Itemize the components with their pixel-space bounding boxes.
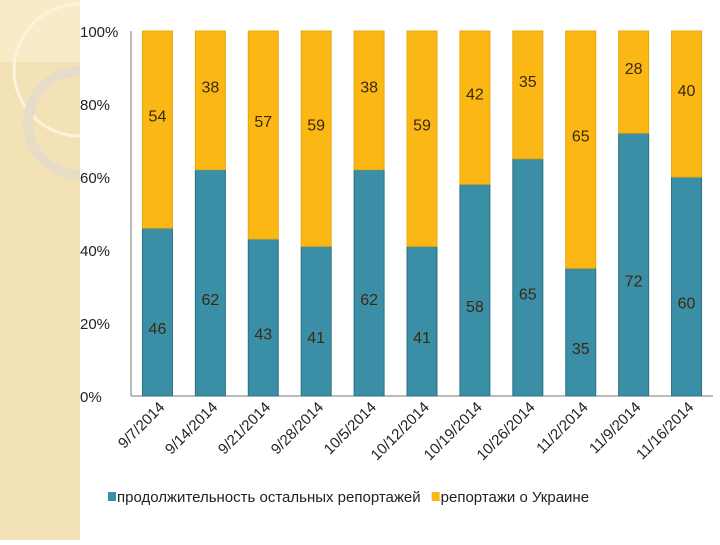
x-tick-label: 9/28/2014: [268, 399, 327, 458]
bar-segment-other: [406, 245, 438, 397]
data-label: 59: [413, 118, 431, 135]
data-label: 46: [149, 321, 167, 338]
bar-segment-ukraine: [194, 30, 226, 171]
legend-label: продолжительность остальных репортажей: [117, 489, 421, 506]
bar-segment-ukraine: [406, 30, 438, 247]
bar-segment-ukraine: [141, 30, 173, 229]
data-label: 72: [625, 274, 643, 291]
decorative-side-panel: [0, 0, 148, 540]
data-label: 38: [360, 79, 378, 96]
data-label: 65: [519, 286, 537, 303]
y-tick-label: 40%: [80, 243, 110, 260]
data-label: 43: [254, 327, 272, 344]
legend-swatch: [431, 492, 440, 501]
data-label: 57: [254, 114, 272, 131]
bar-segment-ukraine: [247, 30, 279, 240]
data-label: 60: [678, 296, 696, 313]
data-label: 41: [307, 330, 325, 347]
bar-segment-ukraine: [459, 30, 491, 185]
x-tick-label: 9/7/2014: [115, 399, 168, 452]
legend-swatch: [108, 492, 116, 501]
bar-segment-other: [512, 158, 544, 397]
bar-segment-ukraine: [671, 30, 703, 178]
data-label: 38: [201, 79, 219, 96]
data-label: 40: [678, 83, 696, 100]
bar-segment-other: [671, 176, 703, 397]
x-tick-label: 9/21/2014: [215, 399, 274, 458]
y-tick-label: 20%: [80, 316, 110, 333]
data-label: 35: [519, 74, 537, 91]
data-label: 59: [307, 118, 325, 135]
bar-segment-other: [300, 245, 332, 397]
x-tick-label: 9/14/2014: [162, 399, 221, 458]
data-label: 28: [625, 61, 643, 78]
bar-segment-other: [194, 169, 226, 397]
data-label: 42: [466, 87, 484, 104]
y-tick-label: 80%: [80, 97, 110, 114]
bar-segment-other: [618, 132, 650, 397]
data-label: 62: [201, 292, 219, 309]
y-tick-label: 60%: [80, 170, 110, 187]
data-label: 35: [572, 341, 590, 358]
bar-segment-other: [247, 238, 279, 397]
data-label: 62: [360, 292, 378, 309]
data-label: 65: [572, 129, 590, 146]
y-tick-label: 100%: [80, 24, 118, 41]
bar-segment-ukraine: [300, 30, 332, 247]
bar-segment-other: [459, 183, 491, 397]
bar-segment-other: [353, 169, 385, 397]
bar-segment-other: [565, 267, 597, 397]
bar-segment-ukraine: [618, 30, 650, 134]
bar-segment-ukraine: [512, 30, 544, 160]
bar-segment-other: [141, 227, 173, 397]
bar-segment-ukraine: [565, 30, 597, 269]
y-tick-label: 0%: [80, 389, 102, 406]
legend-label: репортажи о Украине: [441, 489, 589, 506]
x-tick-label: 11/2/2014: [533, 399, 591, 457]
data-label: 54: [149, 109, 167, 126]
bar-segment-ukraine: [353, 30, 385, 171]
data-label: 41: [413, 330, 431, 347]
data-label: 58: [466, 299, 484, 316]
x-tick-label: 11/16/2014: [633, 399, 697, 463]
